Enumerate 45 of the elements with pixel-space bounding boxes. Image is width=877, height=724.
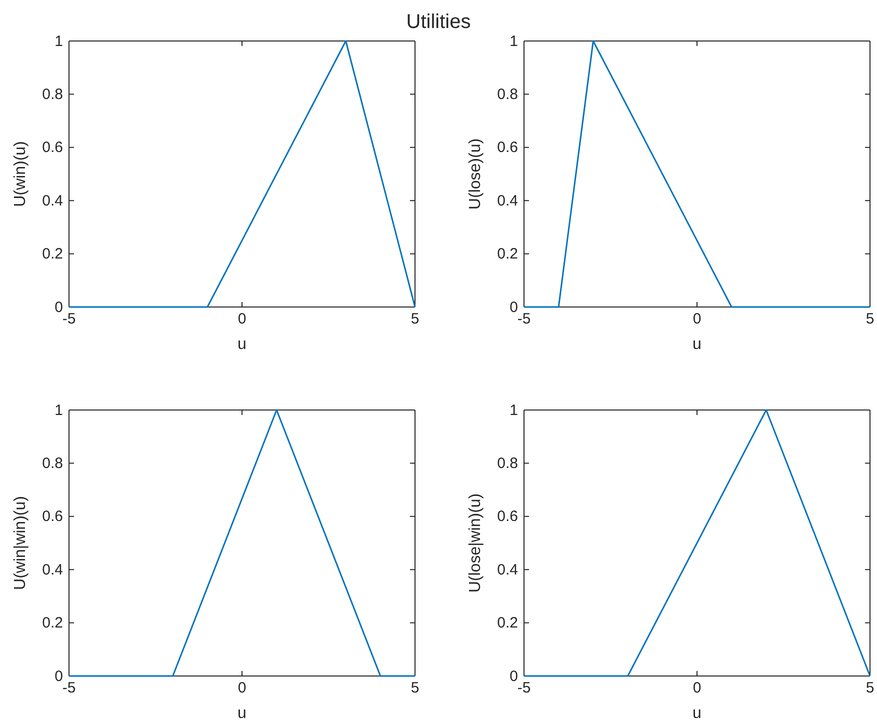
y-tick-label: 0.8 bbox=[42, 86, 63, 103]
x-tick-label: -5 bbox=[62, 680, 76, 697]
y-tick-label: 0.8 bbox=[497, 455, 518, 472]
y-tick-label: 0.8 bbox=[497, 86, 518, 103]
y-tick-label: 0 bbox=[510, 668, 518, 685]
y-axis-title: U(win)(u) bbox=[12, 141, 29, 207]
x-axis-title: u bbox=[692, 336, 702, 353]
y-tick-label: 1 bbox=[510, 402, 518, 419]
y-tick-label: 0.4 bbox=[42, 192, 63, 210]
y-tick-label: 0.4 bbox=[497, 192, 518, 210]
x-axis-title: u bbox=[238, 336, 246, 353]
x-tick-label: 0 bbox=[692, 310, 702, 328]
y-axis-title: U(lose|win)(u) bbox=[467, 493, 484, 593]
y-tick-label: 0.8 bbox=[42, 455, 63, 472]
x-tick-label: 5 bbox=[866, 680, 874, 697]
y-tick-label: 1 bbox=[54, 402, 63, 419]
x-axis-title: u bbox=[238, 705, 246, 722]
x-tick-label: 0 bbox=[238, 310, 246, 328]
y-tick-label: 0.4 bbox=[497, 561, 518, 578]
y-tick-label: 1 bbox=[54, 32, 63, 50]
x-axis-title: u bbox=[692, 705, 702, 722]
y-tick-label: 0.4 bbox=[42, 561, 63, 578]
y-tick-label: 0.6 bbox=[42, 508, 63, 526]
x-tick-label: -5 bbox=[62, 310, 76, 328]
x-tick-label: 5 bbox=[410, 680, 420, 697]
x-tick-label: 5 bbox=[410, 310, 420, 328]
y-tick-label: 0.6 bbox=[497, 508, 518, 526]
y-tick-label: 0 bbox=[54, 668, 63, 685]
y-axis-title: U(lose)(u) bbox=[467, 138, 484, 210]
y-tick-label: 0 bbox=[54, 298, 63, 316]
y-tick-label: 0.2 bbox=[42, 246, 63, 263]
y-tick-label: 0.2 bbox=[42, 614, 63, 632]
x-tick-label: -5 bbox=[517, 310, 531, 328]
y-tick-label: 0.6 bbox=[42, 139, 63, 156]
x-tick-label: 0 bbox=[692, 680, 702, 697]
chart-title: Utilities bbox=[406, 11, 471, 33]
y-tick-label: 0 bbox=[510, 298, 518, 316]
y-tick-label: 0.2 bbox=[497, 614, 518, 632]
x-tick-label: -5 bbox=[517, 680, 531, 697]
y-tick-label: 0.6 bbox=[497, 139, 518, 156]
y-tick-label: 0.2 bbox=[497, 246, 518, 263]
y-axis-title: U(win|win)(u) bbox=[12, 496, 29, 590]
y-tick-label: 1 bbox=[510, 32, 518, 50]
x-tick-label: 0 bbox=[238, 680, 246, 697]
x-tick-label: 5 bbox=[866, 310, 874, 328]
